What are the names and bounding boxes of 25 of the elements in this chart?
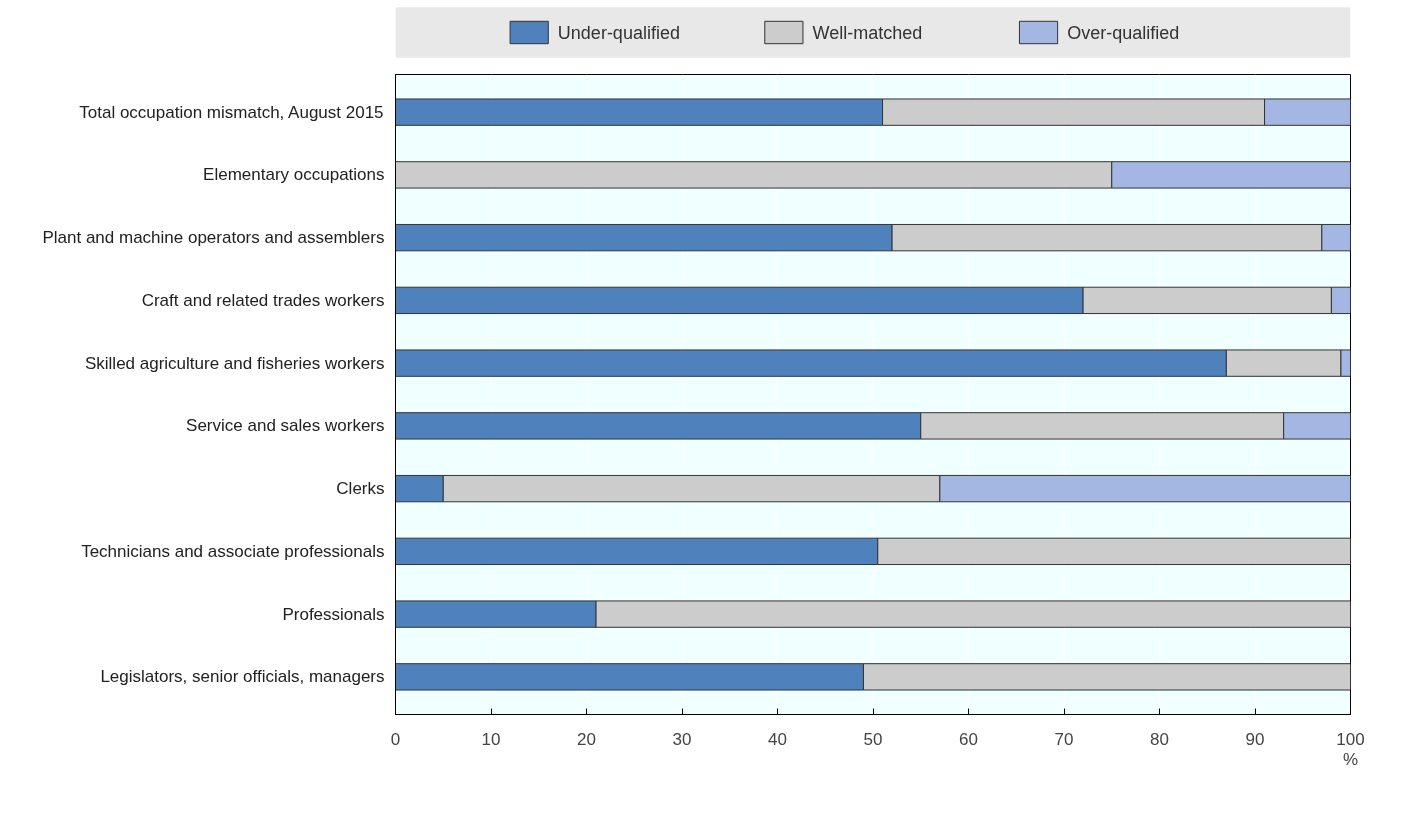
x-tick-label: 40 — [768, 729, 787, 749]
x-tick-label: 20 — [577, 729, 596, 749]
x-tick-label: 0 — [390, 729, 401, 749]
legend-label: Under-qualified — [557, 22, 680, 43]
x-tick-label: 80 — [1150, 729, 1169, 749]
x-tick-label: 10 — [481, 729, 501, 749]
y-tick-label: Professionals — [282, 604, 385, 624]
x-tick-label: 90 — [1245, 729, 1265, 749]
x-tick-label: 60 — [959, 729, 978, 749]
y-tick-label: Clerks — [336, 479, 385, 499]
x-tick-label: 50 — [863, 729, 883, 749]
x-tick-label: 100 — [1336, 729, 1365, 749]
x-tick-label: 70 — [1054, 729, 1074, 749]
legend-label: Over-qualified — [1067, 22, 1180, 43]
y-tick-label: Technicians and associate professionals — [81, 541, 385, 561]
y-tick-label: Craft and related trades workers — [141, 290, 385, 310]
y-tick-label: Elementary occupations — [203, 165, 385, 185]
legend-label: Well-matched — [812, 22, 923, 43]
x-axis-title: % — [1342, 749, 1359, 769]
y-tick-label: Service and sales workers — [186, 416, 385, 436]
y-tick-label: Legislators, senior officials, managers — [100, 667, 385, 687]
x-tick-label: 30 — [672, 729, 692, 749]
y-tick-label: Plant and machine operators and assemblers — [42, 228, 385, 248]
y-tick-label: Total occupation mismatch, August 2015 — [79, 102, 384, 122]
y-tick-label: Skilled agriculture and fisheries workers — [84, 353, 385, 373]
